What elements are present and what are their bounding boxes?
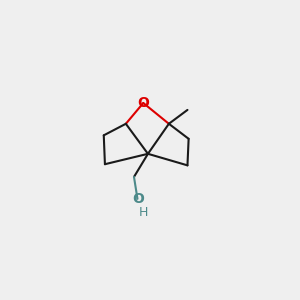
Text: O: O	[137, 96, 149, 110]
Text: O: O	[133, 192, 145, 206]
Text: H: H	[139, 206, 148, 219]
